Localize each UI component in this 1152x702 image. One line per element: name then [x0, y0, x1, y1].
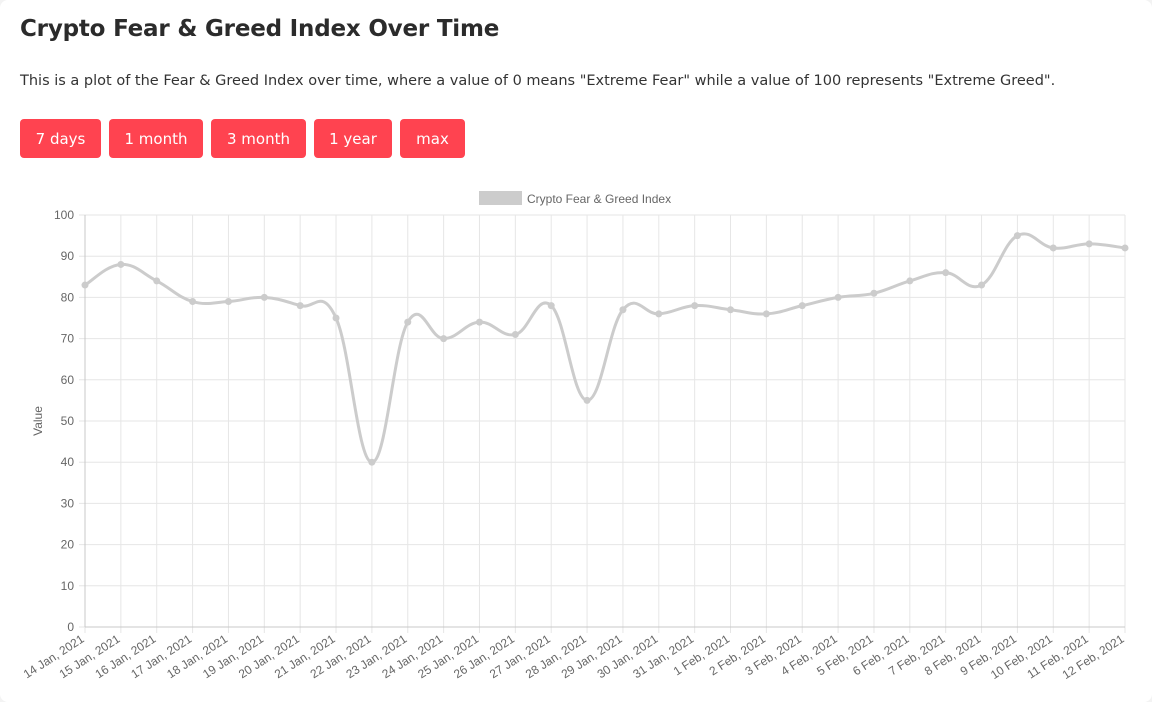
- data-point[interactable]: [189, 298, 197, 306]
- data-point[interactable]: [1085, 240, 1093, 248]
- chart-legend[interactable]: Crypto Fear & Greed Index: [479, 191, 671, 206]
- data-point[interactable]: [691, 302, 699, 310]
- y-tick-label: 30: [61, 496, 75, 510]
- legend-swatch: [479, 191, 522, 205]
- data-point[interactable]: [1049, 244, 1057, 252]
- chart-grid: [79, 214, 1126, 633]
- data-point[interactable]: [153, 277, 161, 285]
- data-points[interactable]: [81, 232, 1129, 466]
- range-3-month-button[interactable]: 3 month: [211, 119, 306, 158]
- range-1-year-button[interactable]: 1 year: [314, 119, 392, 158]
- data-point[interactable]: [117, 260, 125, 268]
- data-point[interactable]: [942, 269, 950, 277]
- y-tick-label: 80: [61, 290, 75, 304]
- data-point[interactable]: [475, 318, 483, 326]
- y-tick-label: 50: [61, 414, 75, 428]
- y-axis-ticks: 0 10 20 30 40 50 60 70 80 90 100: [54, 208, 74, 634]
- page-description: This is a plot of the Fear & Greed Index…: [20, 73, 1056, 89]
- range-1-month-button[interactable]: 1 month: [109, 119, 203, 158]
- data-point[interactable]: [511, 330, 519, 338]
- data-point[interactable]: [906, 277, 914, 285]
- data-point[interactable]: [727, 306, 735, 314]
- data-point[interactable]: [870, 289, 878, 297]
- page-title: Crypto Fear & Greed Index Over Time: [20, 16, 500, 42]
- data-point[interactable]: [834, 293, 842, 301]
- series-line: [84, 232, 1126, 464]
- data-point[interactable]: [547, 302, 555, 310]
- data-point[interactable]: [1121, 244, 1129, 252]
- data-point[interactable]: [368, 458, 376, 466]
- data-point[interactable]: [619, 306, 627, 314]
- data-point[interactable]: [655, 310, 663, 318]
- y-tick-label: 20: [61, 538, 75, 552]
- y-tick-label: 10: [61, 579, 75, 593]
- y-axis-label: Value: [31, 406, 45, 436]
- y-tick-label: 40: [61, 455, 75, 469]
- legend-label: Crypto Fear & Greed Index: [527, 192, 671, 206]
- data-point[interactable]: [81, 281, 89, 289]
- range-max-button[interactable]: max: [400, 119, 465, 158]
- data-point[interactable]: [1013, 232, 1021, 240]
- data-point[interactable]: [978, 281, 986, 289]
- data-point[interactable]: [224, 298, 232, 306]
- range-7-days-button[interactable]: 7 days: [20, 119, 101, 158]
- data-point[interactable]: [583, 396, 591, 404]
- y-tick-label: 60: [61, 373, 75, 387]
- data-point[interactable]: [404, 318, 412, 326]
- data-point[interactable]: [440, 335, 448, 343]
- y-tick-label: 0: [67, 620, 74, 634]
- y-tick-label: 90: [61, 249, 75, 263]
- data-point[interactable]: [332, 314, 340, 322]
- y-tick-label: 100: [54, 208, 74, 222]
- y-tick-label: 70: [61, 332, 75, 346]
- data-point[interactable]: [296, 302, 304, 310]
- data-point[interactable]: [798, 302, 806, 310]
- data-point[interactable]: [260, 293, 268, 301]
- data-point[interactable]: [762, 310, 770, 318]
- fear-greed-line-chart: Crypto Fear & Greed Index 0 10 20 30 40 50 60 7…: [21, 191, 1129, 682]
